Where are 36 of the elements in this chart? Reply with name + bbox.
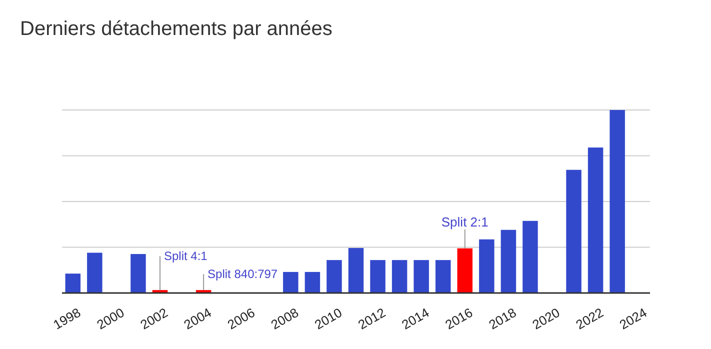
bar [457, 248, 473, 293]
x-tick-label: 2012 [356, 304, 388, 332]
x-tick-label: 2006 [224, 304, 258, 332]
x-tick-label: 2014 [399, 304, 432, 332]
x-tick-label: 1998 [50, 304, 84, 332]
bar [479, 239, 494, 293]
annotation: Split 2:1 [441, 214, 488, 230]
x-tick-label: 2010 [312, 304, 345, 332]
x-tick-label: 2000 [94, 304, 127, 332]
chart-title: Derniers détachements par années [20, 18, 332, 40]
bar [348, 248, 364, 293]
annotation: Split 840:797 [208, 267, 278, 282]
x-tick-label: 2008 [268, 304, 301, 332]
bar [326, 260, 342, 293]
x-tick-label: 2002 [138, 304, 170, 332]
bar [87, 252, 102, 293]
bar [304, 272, 320, 293]
bar [414, 260, 429, 293]
bar [500, 230, 516, 293]
bar [610, 110, 625, 293]
bar [522, 220, 538, 293]
x-tick-label: 2004 [181, 304, 214, 332]
x-tick-label: 2016 [442, 304, 476, 332]
x-tick-label: 2018 [486, 304, 519, 332]
bar [283, 272, 298, 293]
bar [392, 260, 408, 293]
annotation: Split 4:1 [164, 249, 208, 264]
x-tick-label: 2024 [616, 304, 650, 332]
bar [435, 260, 451, 293]
bar [130, 254, 146, 293]
bar [588, 148, 604, 293]
bar [65, 274, 81, 293]
bar [566, 170, 582, 293]
bar [370, 260, 386, 293]
x-tick-label: 2020 [530, 304, 562, 332]
x-tick-label: 2022 [573, 304, 606, 332]
